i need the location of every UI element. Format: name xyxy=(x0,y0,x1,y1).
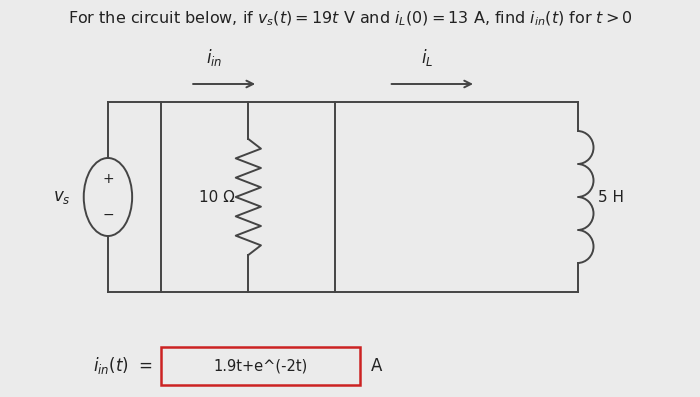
Text: 1.9t+e^(-2t): 1.9t+e^(-2t) xyxy=(214,358,307,374)
Text: For the circuit below, if $v_s(t) = 19t$ V and $i_L(0) = 13$ A, find $i_{in}(t)$: For the circuit below, if $v_s(t) = 19t$… xyxy=(68,10,632,28)
Text: 10 Ω: 10 Ω xyxy=(199,189,235,204)
Text: $i_{in}(t)$  =: $i_{in}(t)$ = xyxy=(94,355,153,376)
Text: A: A xyxy=(371,357,383,375)
Text: 5 H: 5 H xyxy=(598,189,624,204)
Text: $i_{in}$: $i_{in}$ xyxy=(206,47,223,68)
Text: +: + xyxy=(102,172,114,186)
Text: $v_s$: $v_s$ xyxy=(52,188,70,206)
Ellipse shape xyxy=(84,158,132,236)
Text: −: − xyxy=(102,208,114,222)
FancyBboxPatch shape xyxy=(161,347,360,385)
Text: $i_L$: $i_L$ xyxy=(421,47,434,68)
